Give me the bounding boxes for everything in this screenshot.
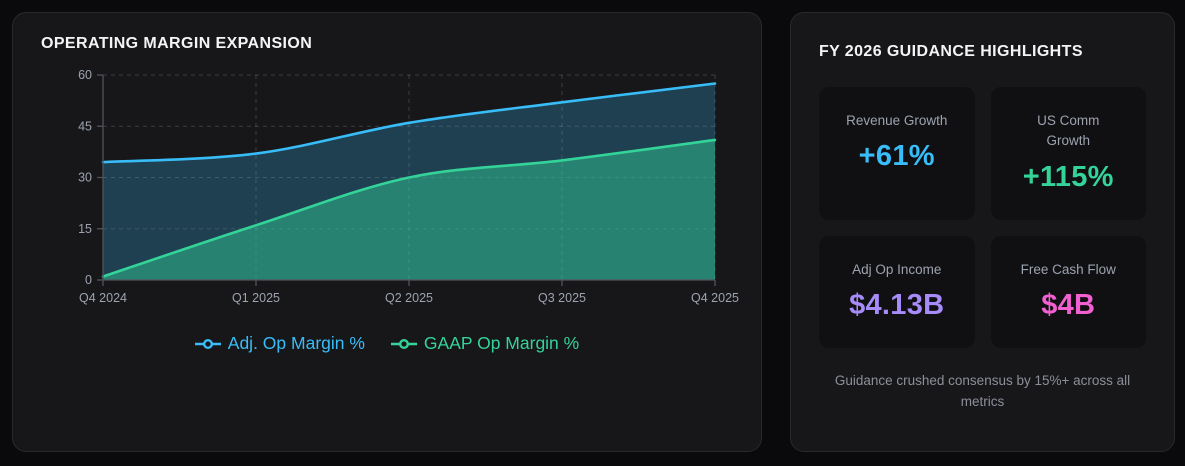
legend-item[interactable]: GAAP Op Margin % [390,333,580,354]
svg-text:Q3 2025: Q3 2025 [538,291,586,305]
chart-canvas: 0 15 30 45 60 Q4 2024 Q1 2025 Q2 2025 Q3 2025 Q4 … [78,68,739,305]
legend-marker-icon [390,338,417,349]
svg-text:15: 15 [78,222,92,236]
guidance-panel: FY 2026 GUIDANCE HIGHLIGHTS Revenue Grow… [790,12,1175,452]
svg-text:30: 30 [78,171,92,185]
stat-value: $4B [1041,288,1096,321]
stat-label: Revenue Growth [846,113,948,128]
svg-text:45: 45 [78,119,92,133]
legend-label: GAAP Op Margin % [423,333,580,353]
svg-text:Q4 2025: Q4 2025 [691,291,739,305]
operating-margin-title: OPERATING MARGIN EXPANSION [41,35,313,52]
legend-marker-icon [194,338,221,349]
operating-margin-panel: OPERATING MARGIN EXPANSION 0 15 30 45 60 Q4 2… [12,12,762,452]
stat-label: Adj Op Income [852,261,942,277]
stat-label: US Comm Growth [1037,113,1100,149]
stat-card-adj-op-income: Adj Op Income $4.13B [819,235,975,348]
svg-text:Q1 2025: Q1 2025 [232,291,280,305]
stat-label: Free Cash Flow [1020,261,1116,277]
legend-item[interactable]: Adj. Op Margin % [194,333,365,354]
guidance-cards: Revenue Growth +61% US Comm Growth +115%… [819,87,1146,348]
stat-value: +115% [1022,160,1114,193]
svg-text:60: 60 [78,68,92,82]
legend-label: Adj. Op Margin % [227,333,365,353]
guidance-title: FY 2026 GUIDANCE HIGHLIGHTS [819,43,1083,60]
svg-text:0: 0 [85,273,92,287]
stat-card-revenue-growth: Revenue Growth +61% [819,87,975,220]
stat-card-free-cash-flow: Free Cash Flow $4B [990,235,1146,348]
svg-text:Q4 2024: Q4 2024 [79,291,127,305]
svg-text:Q2 2025: Q2 2025 [385,291,433,305]
margin-area-chart[interactable]: 0 15 30 45 60 Q4 2024 Q1 2025 Q2 2025 Q3 2025 Q4 … [41,65,739,317]
stat-card-us-comm-growth: US Comm Growth +115% [990,87,1146,220]
stat-value: +61% [858,140,935,173]
guidance-footnote: Guidance crushed consensus by 15%+ acros… [834,372,1131,410]
chart-legend: Adj. Op Margin % GAAP Op Margin % [41,333,733,354]
stat-value: $4.13B [849,288,945,321]
